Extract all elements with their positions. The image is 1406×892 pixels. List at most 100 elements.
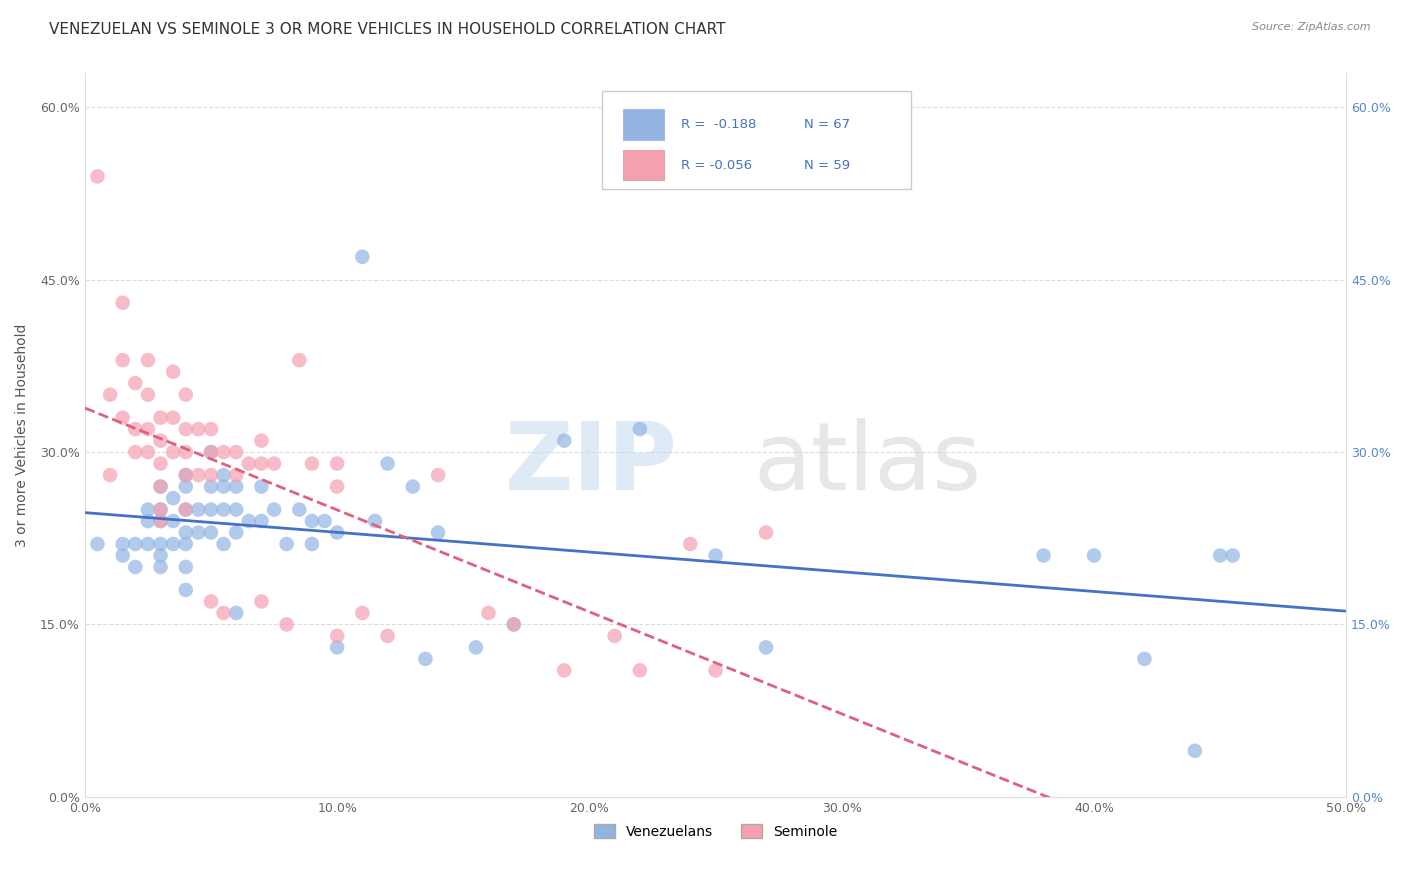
Point	[250, 479, 273, 493]
Point	[174, 479, 197, 493]
Point	[225, 502, 247, 516]
Point	[553, 434, 575, 448]
Point	[111, 410, 134, 425]
Point	[136, 502, 159, 516]
Point	[136, 422, 159, 436]
Point	[212, 445, 235, 459]
Text: ZIP: ZIP	[505, 417, 678, 510]
Point	[149, 549, 172, 563]
Point	[628, 422, 651, 436]
Text: Source: ZipAtlas.com: Source: ZipAtlas.com	[1253, 22, 1371, 32]
Point	[352, 250, 374, 264]
Point	[502, 617, 524, 632]
Point	[136, 514, 159, 528]
Text: VENEZUELAN VS SEMINOLE 3 OR MORE VEHICLES IN HOUSEHOLD CORRELATION CHART: VENEZUELAN VS SEMINOLE 3 OR MORE VEHICLE…	[49, 22, 725, 37]
Point	[162, 365, 184, 379]
Point	[174, 525, 197, 540]
Point	[136, 353, 159, 368]
Point	[174, 445, 197, 459]
Point	[149, 479, 172, 493]
Point	[149, 434, 172, 448]
Point	[704, 664, 727, 678]
Point	[1184, 744, 1206, 758]
FancyBboxPatch shape	[602, 91, 911, 189]
Point	[212, 479, 235, 493]
Point	[377, 629, 399, 643]
Point	[162, 445, 184, 459]
Point	[704, 549, 727, 563]
Point	[288, 502, 311, 516]
Point	[124, 422, 146, 436]
Point	[162, 537, 184, 551]
Text: R = -0.056: R = -0.056	[682, 159, 752, 172]
Point	[225, 479, 247, 493]
Point	[301, 537, 323, 551]
Point	[326, 525, 349, 540]
Point	[187, 502, 209, 516]
Point	[174, 468, 197, 483]
Point	[1222, 549, 1244, 563]
Point	[174, 468, 197, 483]
Point	[200, 479, 222, 493]
Point	[162, 514, 184, 528]
Point	[149, 410, 172, 425]
Point	[149, 457, 172, 471]
Point	[628, 664, 651, 678]
Point	[149, 502, 172, 516]
Point	[276, 537, 298, 551]
Point	[136, 445, 159, 459]
Point	[1083, 549, 1105, 563]
Point	[250, 594, 273, 608]
Point	[200, 468, 222, 483]
Point	[755, 640, 778, 655]
Point	[200, 445, 222, 459]
Point	[149, 537, 172, 551]
Point	[225, 606, 247, 620]
Point	[212, 502, 235, 516]
Point	[238, 457, 260, 471]
Point	[149, 560, 172, 574]
Point	[136, 387, 159, 401]
Bar	[623, 150, 664, 180]
Point	[212, 606, 235, 620]
Point	[250, 514, 273, 528]
Point	[427, 468, 450, 483]
Point	[326, 479, 349, 493]
Point	[86, 537, 108, 551]
Point	[187, 422, 209, 436]
Point	[124, 537, 146, 551]
Point	[174, 502, 197, 516]
Point	[301, 457, 323, 471]
Point	[225, 525, 247, 540]
Point	[288, 353, 311, 368]
Point	[1209, 549, 1232, 563]
Text: R =  -0.188: R = -0.188	[682, 118, 756, 131]
Point	[314, 514, 336, 528]
Point	[187, 468, 209, 483]
Point	[415, 652, 437, 666]
Y-axis label: 3 or more Vehicles in Household: 3 or more Vehicles in Household	[15, 323, 30, 547]
Point	[174, 502, 197, 516]
Point	[162, 491, 184, 505]
Point	[326, 640, 349, 655]
Legend: Venezuelans, Seminole: Venezuelans, Seminole	[589, 818, 842, 844]
Text: N = 67: N = 67	[804, 118, 851, 131]
Point	[326, 457, 349, 471]
Point	[149, 514, 172, 528]
Point	[149, 479, 172, 493]
Point	[427, 525, 450, 540]
Point	[111, 295, 134, 310]
Point	[124, 376, 146, 391]
Point	[364, 514, 387, 528]
Point	[111, 549, 134, 563]
Point	[212, 468, 235, 483]
Point	[200, 594, 222, 608]
Point	[200, 502, 222, 516]
Point	[212, 537, 235, 551]
Point	[86, 169, 108, 184]
Point	[502, 617, 524, 632]
Point	[98, 468, 121, 483]
Point	[149, 502, 172, 516]
Point	[263, 457, 285, 471]
Point	[352, 606, 374, 620]
